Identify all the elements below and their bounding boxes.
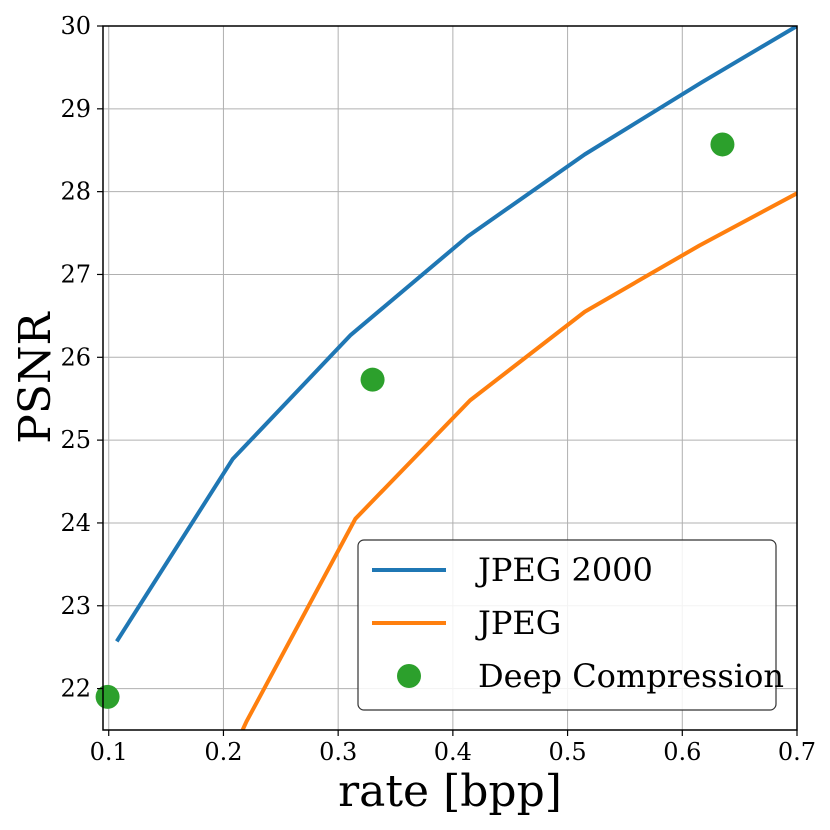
y-tick-label: 28 <box>60 178 91 206</box>
y-tick-label: 27 <box>60 260 91 288</box>
legend-label-jpeg-2000: JPEG 2000 <box>475 551 653 589</box>
x-tick-label: 0.4 <box>434 738 472 766</box>
y-tick-label: 23 <box>60 592 91 620</box>
data-point-deep-compression <box>360 367 385 392</box>
x-tick-label: 0.7 <box>778 738 816 766</box>
y-tick-label: 22 <box>60 675 91 703</box>
x-axis-label: rate [bpp] <box>338 766 562 817</box>
x-tick-label: 0.5 <box>548 738 586 766</box>
legend-box <box>357 539 777 711</box>
y-tick-label: 30 <box>60 12 91 40</box>
plot-frame <box>102 25 798 731</box>
x-tick-label: 0.2 <box>204 738 242 766</box>
data-point-deep-compression <box>95 684 120 709</box>
series-line-jpeg <box>240 191 797 730</box>
y-tick-label: 29 <box>60 95 91 123</box>
x-tick-label: 0.6 <box>663 738 701 766</box>
y-tick-label: 25 <box>60 426 91 454</box>
x-tick-label: 0.3 <box>319 738 357 766</box>
y-tick-label: 24 <box>60 509 91 537</box>
grid <box>103 25 798 730</box>
legend-label-jpeg: JPEG <box>475 604 561 642</box>
x-tick-label: 0.1 <box>90 738 128 766</box>
legend-swatch-deep-compression <box>397 664 421 688</box>
ticks: 0.1 0.2 0.3 0.4 0.5 0.6 0.7 22 23 24 25 26 27 28 29 30 <box>60 12 816 766</box>
y-axis-label: PSNR <box>10 310 61 443</box>
y-tick-label: 26 <box>60 343 91 371</box>
data-point-deep-compression <box>710 132 735 157</box>
legend: JPEG 2000 JPEG Deep Compression <box>357 539 784 711</box>
legend-label-deep-compression: Deep Compression <box>478 657 784 695</box>
series-line-jpeg-2000 <box>115 26 797 643</box>
series-layer <box>95 26 797 730</box>
